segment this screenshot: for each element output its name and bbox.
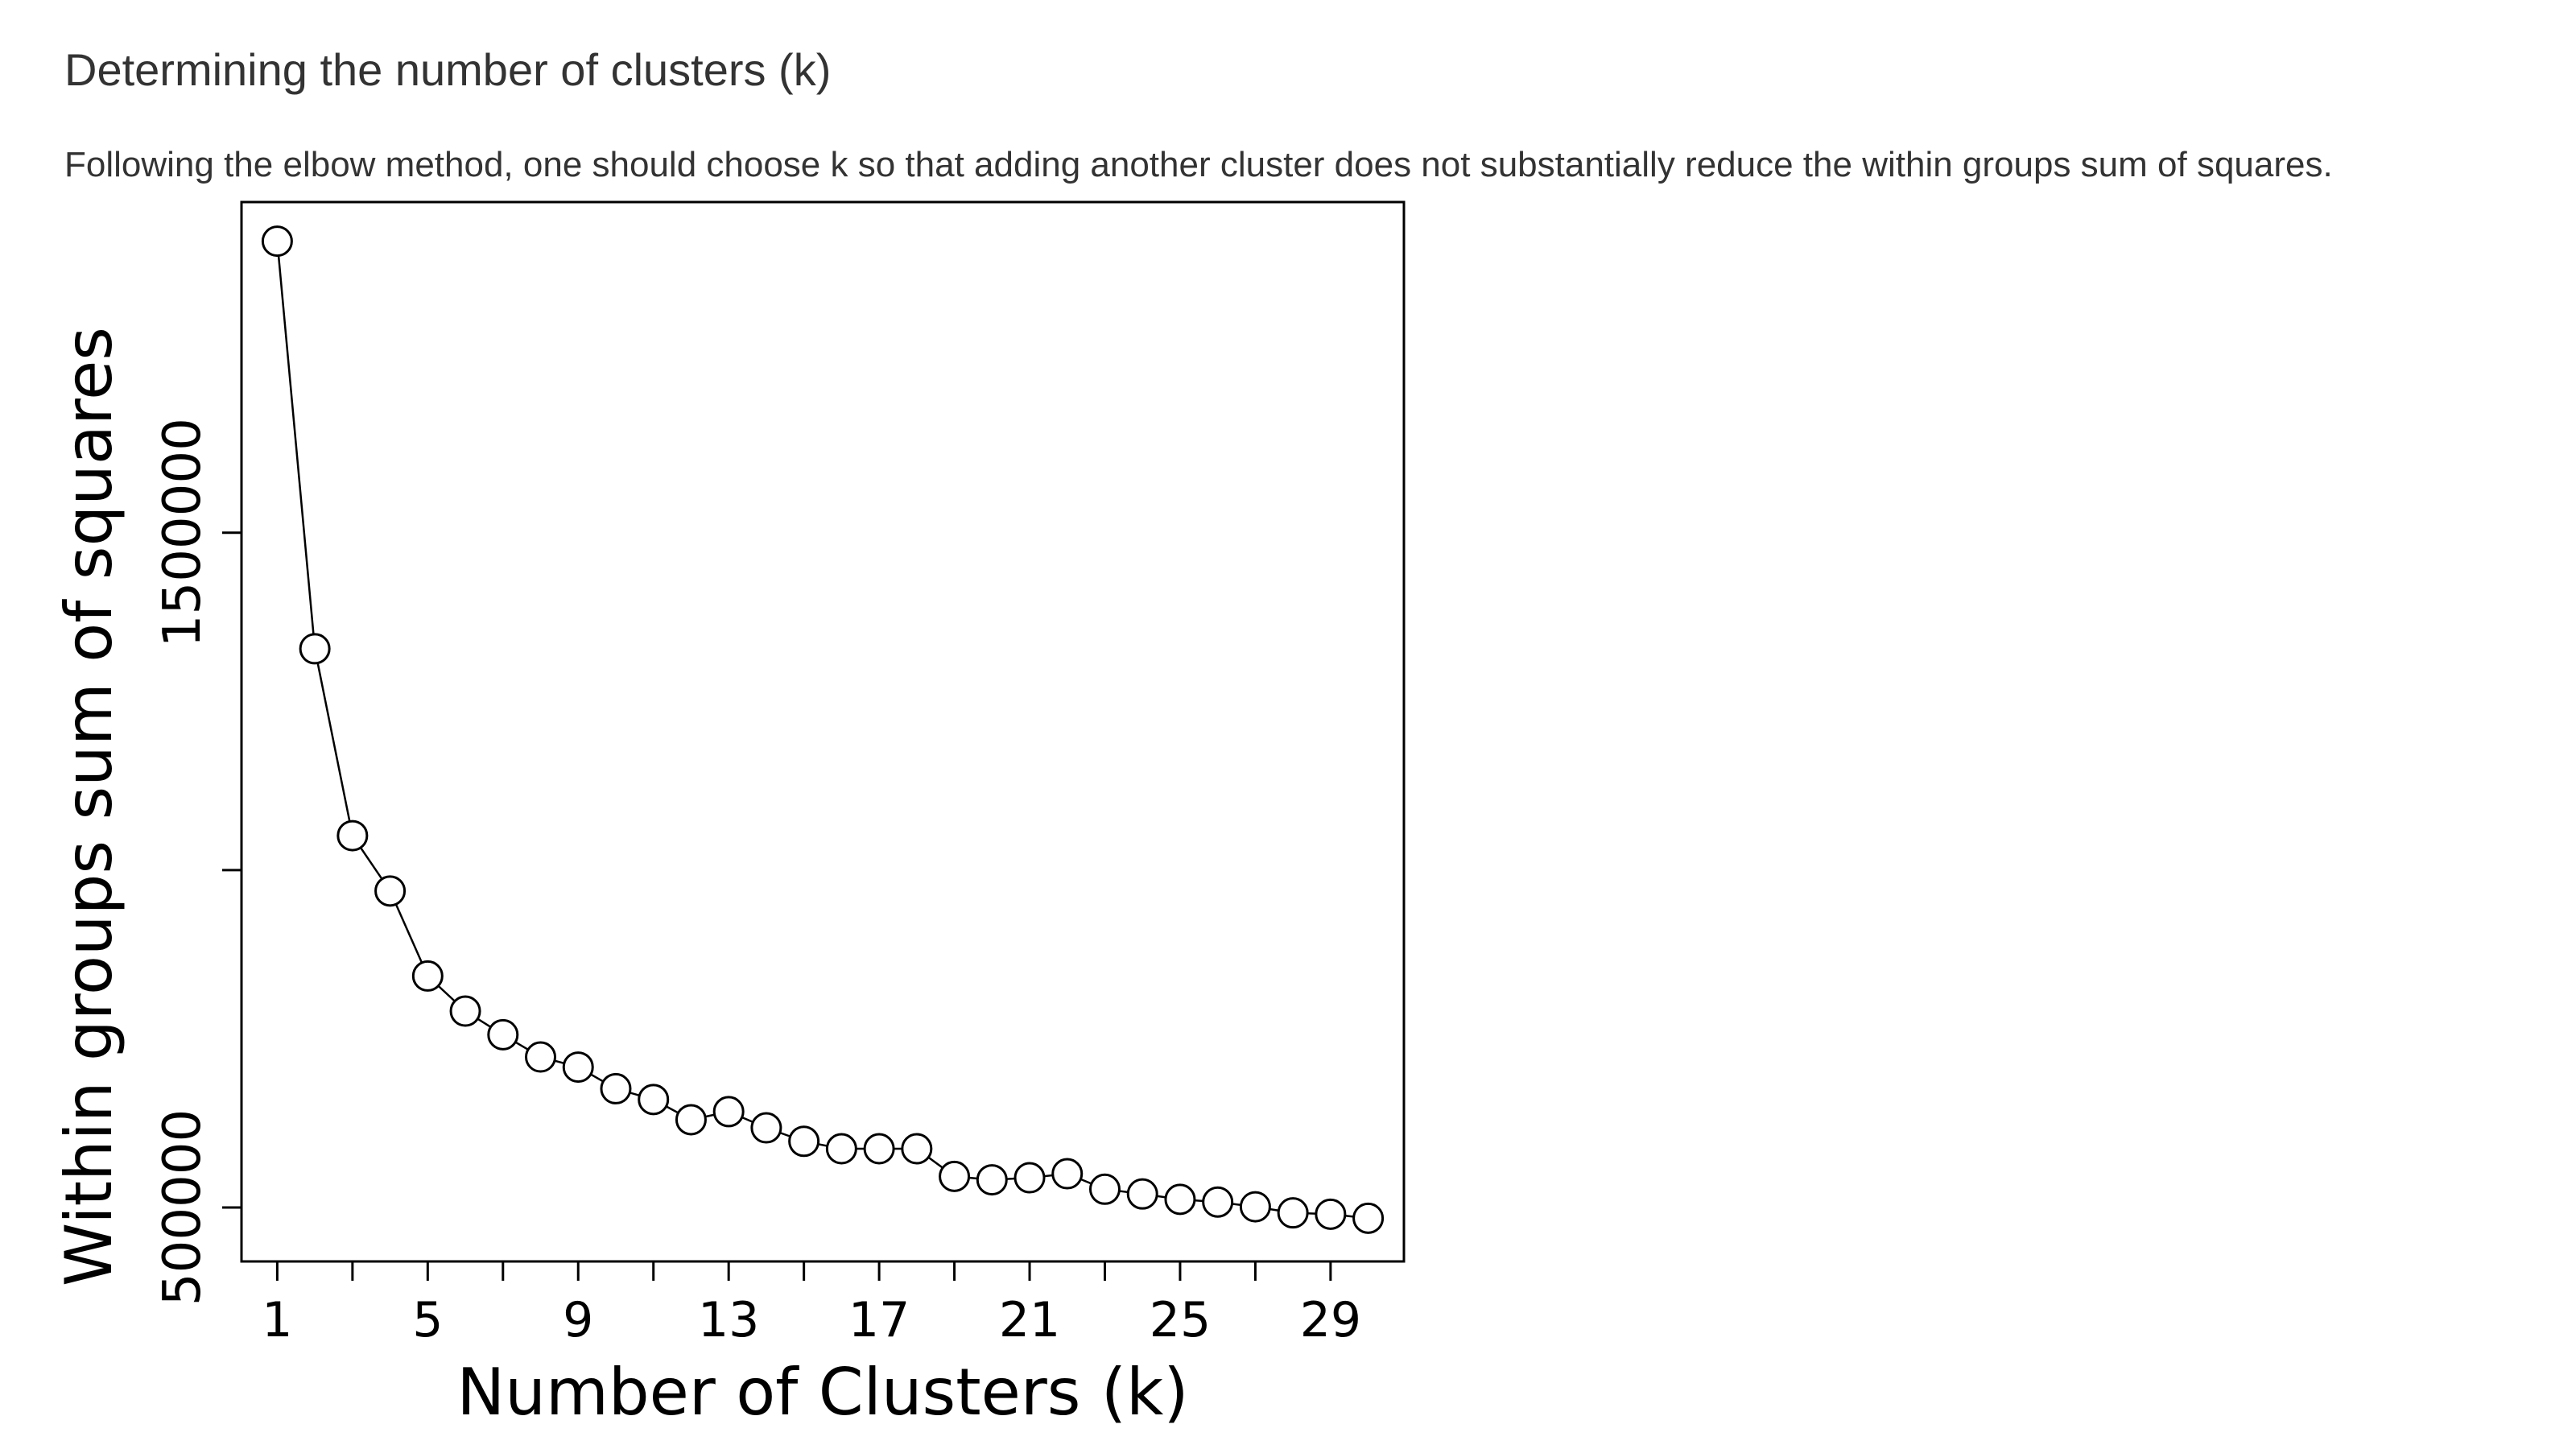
x-tick-label: 5 (412, 1292, 443, 1348)
data-point (562, 1051, 594, 1084)
page-description: Following the elbow method, one should c… (64, 145, 2333, 184)
y-tick-label: 1500000 (153, 418, 213, 647)
x-tick-label: 21 (999, 1292, 1060, 1348)
data-point (1239, 1191, 1271, 1223)
page-title: Determining the number of clusters (k) (64, 44, 832, 95)
data-point (1315, 1198, 1347, 1230)
data-point (449, 995, 481, 1027)
data-point (525, 1041, 557, 1073)
plot-frame (240, 200, 1406, 1263)
data-point (487, 1018, 519, 1051)
y-axis-label: Within groups sum of squares (52, 327, 126, 1286)
data-point (675, 1104, 707, 1136)
y-axis: 500000 1500000 (153, 418, 242, 1306)
data-point (638, 1084, 670, 1116)
data-point (299, 633, 331, 665)
data-point (939, 1160, 971, 1192)
data-point (600, 1072, 632, 1104)
data-point (825, 1133, 857, 1165)
data-points (261, 225, 1385, 1234)
data-point (712, 1096, 745, 1128)
x-axis: 1 5 9 13 17 21 25 29 (262, 1261, 1361, 1348)
y-tick-label: 500000 (153, 1109, 213, 1306)
data-point (1277, 1197, 1309, 1229)
data-point (1051, 1158, 1084, 1190)
data-point (1352, 1202, 1385, 1234)
x-tick-label: 13 (698, 1292, 759, 1348)
data-point (261, 225, 293, 258)
data-point (1013, 1162, 1046, 1194)
x-tick-label: 29 (1300, 1292, 1361, 1348)
data-point (1202, 1186, 1234, 1218)
data-point (1126, 1178, 1158, 1210)
series-line (276, 241, 1368, 1220)
data-point (374, 875, 407, 907)
x-tick-label: 9 (563, 1292, 593, 1348)
data-point (976, 1164, 1008, 1196)
data-point (411, 960, 444, 992)
x-tick-label: 1 (262, 1292, 292, 1348)
data-point (1088, 1173, 1121, 1205)
x-axis-label: Number of Clusters (k) (456, 1355, 1188, 1430)
x-tick-label: 17 (848, 1292, 910, 1348)
data-point (1164, 1183, 1196, 1216)
data-point (788, 1125, 820, 1158)
data-point (336, 819, 369, 852)
x-tick-label: 25 (1150, 1292, 1211, 1348)
data-point (863, 1133, 895, 1165)
data-point (901, 1133, 933, 1165)
data-point (750, 1112, 782, 1144)
